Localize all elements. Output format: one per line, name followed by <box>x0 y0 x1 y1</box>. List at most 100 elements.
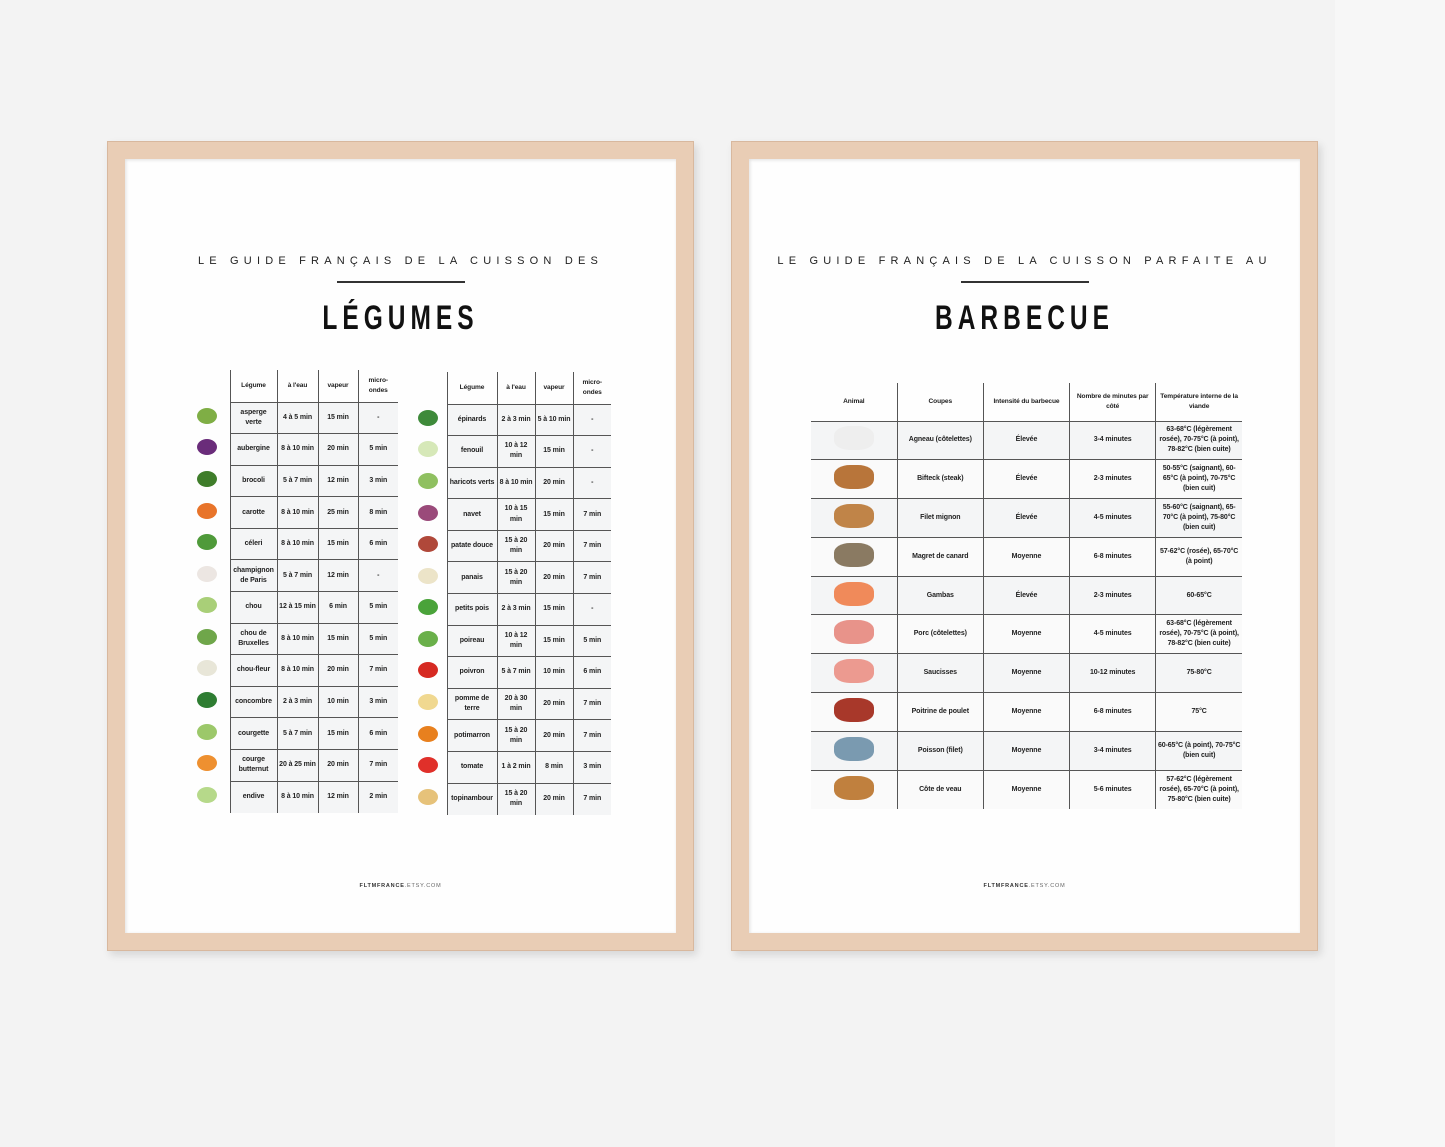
footer-brand: FLTMFRANCE <box>359 883 405 889</box>
vegetable-table-2: Légume à l'eau vapeur micro-ondes épinards 2 … <box>410 372 611 815</box>
table-row: endive 8 à 10 min 12 min 2 min <box>185 780 398 813</box>
animal-cell <box>811 692 898 732</box>
tomato-icon <box>418 757 439 774</box>
cell-name: épinards <box>446 403 497 436</box>
cell-temp: 63-68°C (légèrement rosée), 70-75°C (à p… <box>1155 614 1242 654</box>
cell-micro: 3 min <box>357 685 398 718</box>
cell-name: aubergine <box>229 433 277 466</box>
poster-footer: FLTMFRANCE.ETSY.COM <box>749 883 1300 889</box>
cell-vapeur: 20 min <box>317 749 358 782</box>
cauliflower-icon <box>197 660 218 677</box>
shrimp-icon <box>833 581 874 606</box>
poster-legumes: LE GUIDE FRANÇAIS DE LA CUISSON DES LÉGU… <box>125 159 676 933</box>
column-header-eau: à l'eau <box>276 370 318 402</box>
cell-eau: 8 à 10 min <box>276 622 318 655</box>
cell-minutes: 3-4 minutes <box>1069 420 1156 460</box>
butternut-icon <box>197 755 218 772</box>
cell-eau: 15 à 20 min <box>496 719 535 752</box>
brussels-sprouts-icon <box>197 628 218 645</box>
cell-micro: 3 min <box>357 464 398 497</box>
icon-cell <box>410 562 447 594</box>
cell-cut: Poitrine de poulet <box>896 692 984 732</box>
icon-cell <box>410 625 447 657</box>
cabbage-icon <box>197 597 218 614</box>
cell-micro: 5 min <box>572 624 611 657</box>
table-row: Côte de veau Moyenne 5-6 minutes 57-62°C (l… <box>811 769 1242 809</box>
animal-cell <box>811 459 898 499</box>
cell-name: chou <box>229 591 277 624</box>
fish-icon <box>833 736 874 761</box>
cell-cut: Bifteck (steak) <box>896 459 984 499</box>
animal-cell <box>811 536 898 577</box>
cell-micro: 7 min <box>572 561 611 594</box>
icon-cell <box>410 720 447 752</box>
table-row: poivron 5 à 7 min 10 min 6 min <box>410 656 611 689</box>
cell-cut: Saucisses <box>896 653 984 693</box>
cell-vapeur: 20 min <box>534 466 573 499</box>
icon-cell <box>185 623 230 655</box>
cell-vapeur: 20 min <box>317 654 358 687</box>
poster-title: BARBECUE <box>934 299 1115 337</box>
poster-barbecue: LE GUIDE FRANÇAIS DE LA CUISSON PARFAITE… <box>749 159 1300 933</box>
table-row: courge butternut 20 à 25 min 20 min 7 min <box>185 749 398 782</box>
cell-minutes: 4-5 minutes <box>1069 614 1156 654</box>
cell-minutes: 5-6 minutes <box>1069 769 1156 809</box>
cell-name: chou-fleur <box>229 654 277 687</box>
table-row: asperge verte 4 à 5 min 15 min - <box>185 401 398 434</box>
column-header: Animal <box>843 397 865 405</box>
cell-name: chou de Bruxelles <box>229 622 277 655</box>
sweet-potato-icon <box>418 536 439 553</box>
pig-icon <box>833 620 874 645</box>
cell-intensity: Élevée <box>982 575 1070 615</box>
icon-column-header <box>410 372 447 404</box>
cell-eau: 15 à 20 min <box>496 529 535 562</box>
cell-name: brocoli <box>229 464 277 497</box>
poster-kicker: LE GUIDE FRANÇAIS DE LA CUISSON DES <box>197 255 604 267</box>
table-row: Gambas Élevée 2-3 minutes 60-65°C <box>811 575 1242 615</box>
footer-domain: .ETSY.COM <box>1028 883 1066 889</box>
cell-intensity: Moyenne <box>982 614 1070 654</box>
cell-name: patate douce <box>446 529 497 562</box>
cell-temp: 50-55°C (saignant), 60-65°C (à point), 7… <box>1155 459 1242 499</box>
cell-vapeur: 5 à 10 min <box>534 403 573 436</box>
column-header: Coupes <box>896 383 984 421</box>
cell-name: panais <box>446 561 497 594</box>
table-row: aubergine 8 à 10 min 20 min 5 min <box>185 433 398 466</box>
table-row: chou-fleur 8 à 10 min 20 min 7 min <box>185 654 398 687</box>
table-row: poireau 10 à 12 min 15 min 5 min <box>410 624 611 657</box>
table-row: pomme de terre 20 à 30 min 20 min 7 min <box>410 687 611 720</box>
cell-vapeur: 12 min <box>317 559 358 592</box>
duck-icon <box>833 542 874 567</box>
cow-icon <box>833 465 874 490</box>
animal-cell <box>811 769 898 809</box>
parsnip-icon <box>418 567 439 584</box>
cell-micro: 6 min <box>572 656 611 689</box>
cell-vapeur: 20 min <box>317 433 358 466</box>
icon-cell <box>410 530 447 562</box>
table-row: Poitrine de poulet Moyenne 6-8 minutes 75°C <box>811 692 1242 732</box>
table-row: fenouil 10 à 12 min 15 min - <box>410 435 611 468</box>
cell-eau: 10 à 12 min <box>496 624 535 657</box>
icon-cell <box>185 781 230 813</box>
icon-cell <box>185 718 230 750</box>
poster-footer: FLTMFRANCE.ETSY.COM <box>125 883 676 889</box>
divider <box>336 281 465 283</box>
icon-cell <box>410 783 447 815</box>
endive-icon <box>197 786 218 803</box>
icon-cell <box>410 752 447 784</box>
cell-eau: 5 à 7 min <box>496 656 535 689</box>
table-row: chou de Bruxelles 8 à 10 min 15 min 5 min <box>185 622 398 655</box>
cell-micro: 6 min <box>357 717 398 750</box>
animal-cell <box>811 575 898 615</box>
cell-vapeur: 15 min <box>534 624 573 657</box>
animal-cell <box>811 653 898 693</box>
cell-eau: 1 à 2 min <box>496 751 535 784</box>
cell-eau: 5 à 7 min <box>276 717 318 750</box>
cell-eau: 10 à 12 min <box>496 435 535 468</box>
column-header-name: Légume <box>446 372 497 404</box>
cell-temp: 60-65°C <box>1155 575 1242 615</box>
mushroom-icon <box>197 565 218 582</box>
icon-column-header <box>185 370 230 402</box>
cell-eau: 8 à 10 min <box>276 527 318 560</box>
cell-vapeur: 6 min <box>317 591 358 624</box>
